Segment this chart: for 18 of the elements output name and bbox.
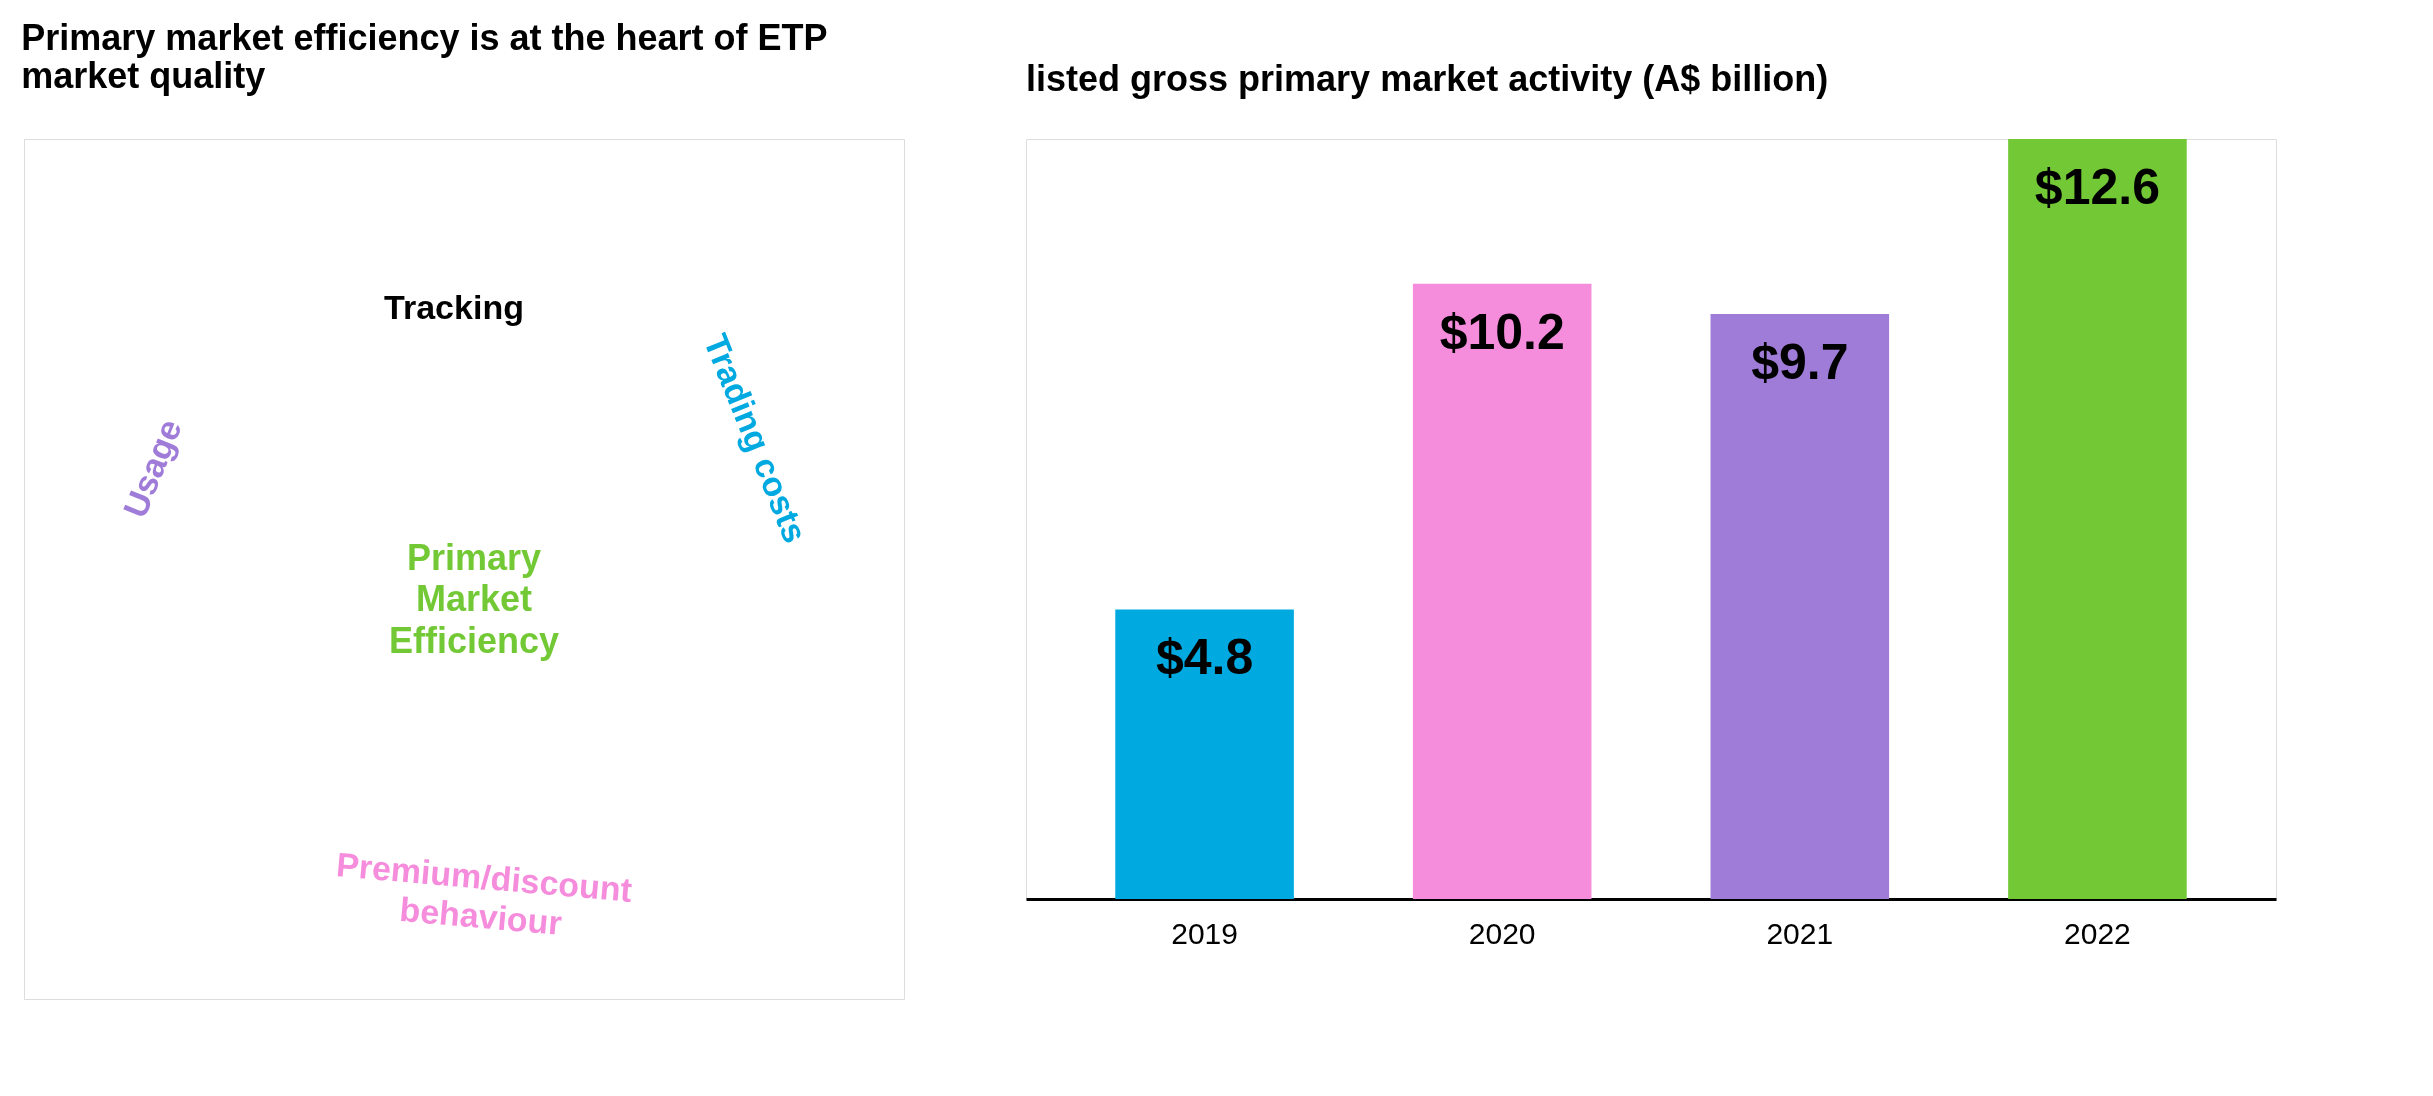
text: Usage: [115, 413, 189, 523]
x-tick-label: 2022: [2064, 916, 2131, 950]
bar: [2008, 139, 2187, 899]
x-tick-label: 2020: [1468, 916, 1536, 950]
bar: [1115, 609, 1294, 899]
data-label: $9.7: [1751, 333, 1849, 390]
chart-title: listed gross primary market activity (A$ billion): [1026, 58, 1829, 99]
bar: [1710, 313, 1890, 899]
data-label: $4.8: [1155, 629, 1254, 686]
text: Primary Market Efficiency: [388, 537, 560, 661]
text: Tracking: [384, 288, 524, 326]
text: Primary market efficiency is at the heart of ETP market quality: [21, 17, 828, 97]
bar: [1412, 283, 1592, 899]
data-label: $10.2: [1439, 303, 1565, 360]
x-tick-label: 2019: [1171, 916, 1238, 950]
text: Premium/discount behaviour: [334, 845, 634, 942]
data-label: $12.6: [2034, 159, 2160, 215]
x-tick-label: 2021: [1766, 916, 1834, 950]
